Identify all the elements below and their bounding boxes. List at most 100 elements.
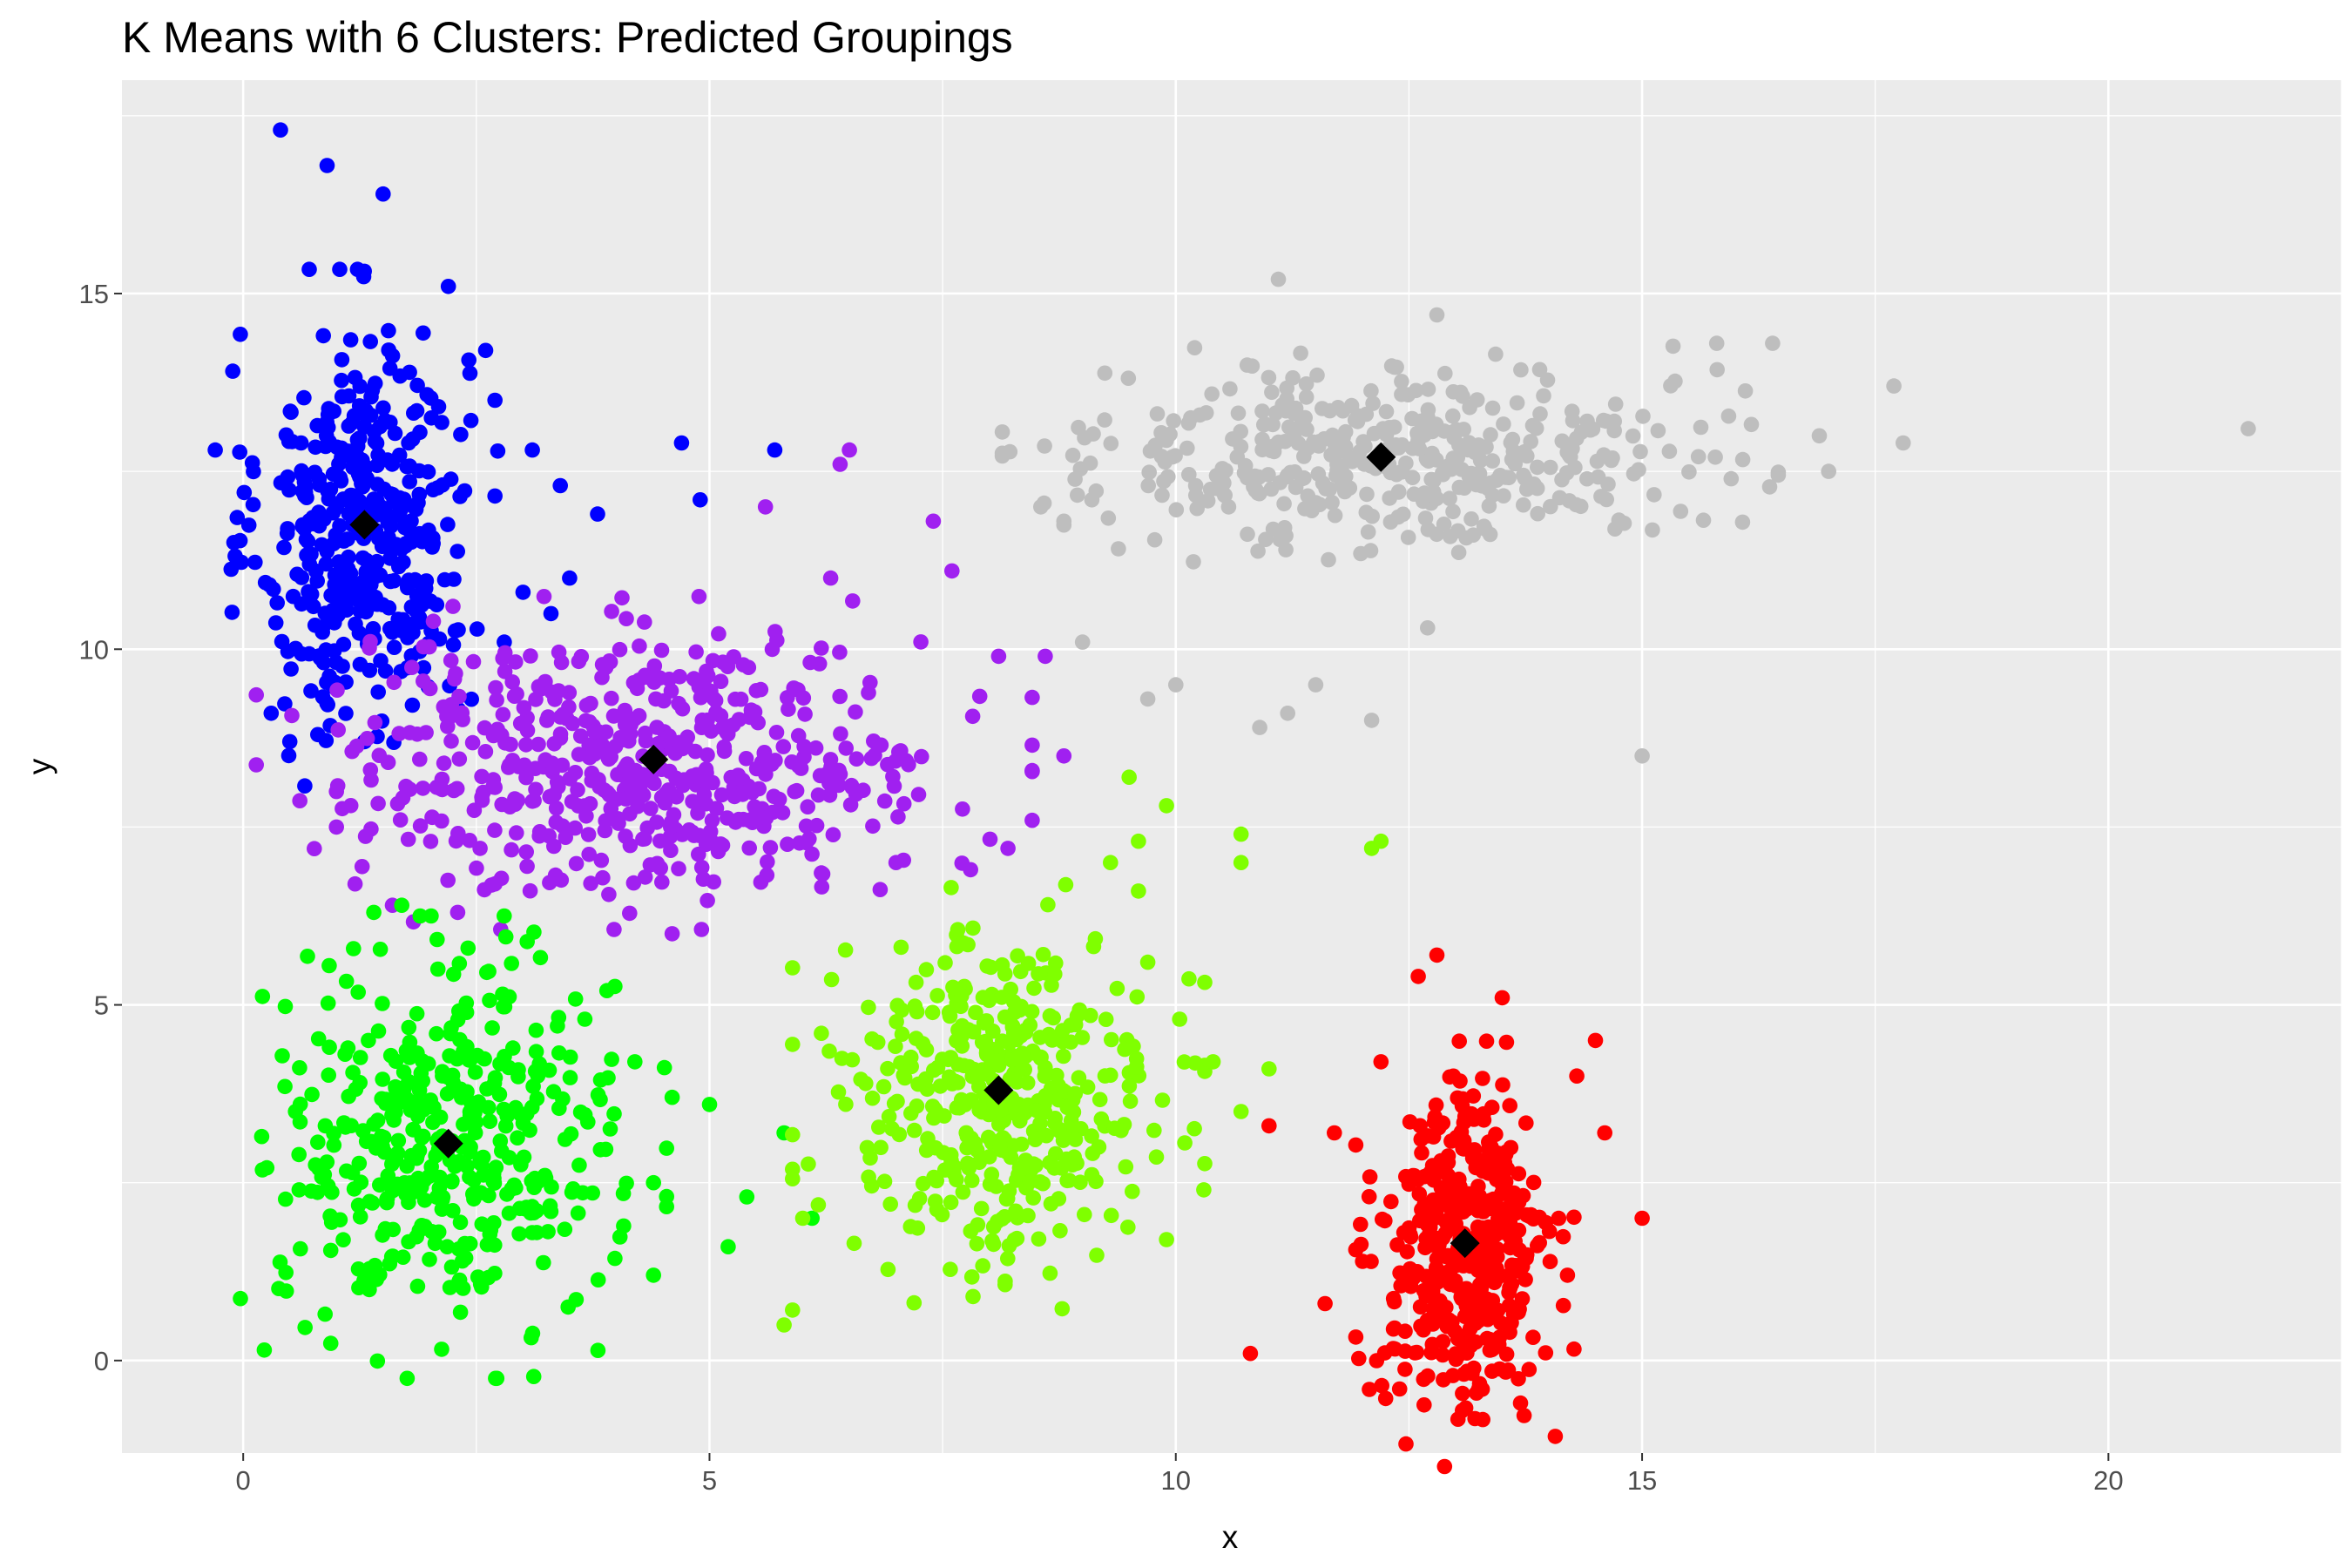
- data-point-cluster-4: [1051, 1121, 1067, 1138]
- data-point-cluster-4: [928, 1139, 943, 1156]
- data-point-cluster-2: [825, 827, 841, 842]
- data-point-cluster-1: [393, 501, 409, 517]
- data-point-cluster-2: [741, 840, 757, 856]
- data-point-cluster-3: [291, 1182, 308, 1198]
- data-point-cluster-4: [1373, 833, 1389, 849]
- data-point-cluster-3: [447, 1159, 463, 1174]
- data-point-cluster-5: [1436, 1458, 1453, 1475]
- data-point-cluster-6: [1625, 428, 1641, 444]
- data-point-cluster-1: [398, 536, 414, 551]
- data-point-cluster-5: [1348, 1137, 1364, 1153]
- data-point-cluster-2: [367, 714, 383, 731]
- data-point-cluster-4: [888, 1038, 903, 1054]
- data-point-cluster-3: [496, 1101, 512, 1118]
- data-point-cluster-2: [734, 787, 751, 802]
- data-point-cluster-3: [571, 1157, 587, 1173]
- data-point-cluster-6: [1204, 386, 1220, 402]
- data-point-cluster-2: [570, 782, 585, 798]
- data-point-cluster-5: [1470, 1313, 1487, 1328]
- data-point-cluster-2: [735, 657, 752, 672]
- data-point-cluster-6: [1181, 467, 1197, 483]
- data-point-cluster-1: [370, 447, 386, 463]
- data-point-cluster-4: [837, 942, 854, 958]
- data-point-cluster-5: [1442, 1069, 1458, 1085]
- data-point-cluster-5: [1569, 1068, 1585, 1084]
- data-point-cluster-2: [422, 639, 437, 655]
- data-point-cluster-1: [440, 279, 456, 294]
- data-point-cluster-2: [795, 690, 812, 706]
- data-point-cluster-4: [1058, 876, 1074, 893]
- data-point-cluster-2: [436, 700, 452, 715]
- data-point-cluster-2: [507, 791, 523, 807]
- data-point-cluster-4: [858, 1076, 874, 1092]
- data-point-cluster-2: [757, 499, 774, 515]
- data-point-cluster-5: [1351, 1350, 1367, 1367]
- data-point-cluster-2: [727, 691, 743, 707]
- data-point-cluster-6: [1266, 443, 1282, 460]
- data-point-cluster-2: [814, 640, 829, 656]
- data-point-cluster-1: [232, 444, 248, 460]
- data-point-cluster-6: [1513, 362, 1529, 378]
- data-point-cluster-2: [1024, 689, 1040, 706]
- data-point-cluster-2: [796, 749, 812, 765]
- data-point-cluster-1: [356, 419, 373, 435]
- data-point-cluster-3: [445, 1203, 461, 1219]
- data-point-cluster-4: [965, 920, 981, 936]
- data-point-cluster-6: [1037, 438, 1052, 454]
- data-point-cluster-4: [1031, 966, 1046, 982]
- data-point-cluster-1: [334, 352, 350, 368]
- data-point-cluster-2: [578, 808, 594, 824]
- data-point-cluster-2: [564, 794, 580, 809]
- data-point-cluster-2: [654, 874, 670, 890]
- data-point-cluster-5: [1555, 1297, 1571, 1314]
- data-point-cluster-2: [625, 875, 642, 891]
- data-point-cluster-3: [415, 1053, 430, 1069]
- data-point-cluster-4: [924, 1004, 941, 1021]
- data-point-cluster-6: [1645, 522, 1660, 538]
- data-point-cluster-3: [501, 1150, 517, 1166]
- data-point-cluster-5: [1436, 1372, 1451, 1388]
- data-point-cluster-3: [580, 1114, 596, 1130]
- data-point-cluster-5: [1404, 1272, 1420, 1288]
- data-point-cluster-2: [653, 789, 670, 806]
- data-point-cluster-3: [452, 1214, 469, 1230]
- data-point-cluster-3: [435, 1064, 450, 1079]
- data-point-cluster-1: [303, 546, 319, 563]
- data-point-cluster-2: [814, 865, 829, 881]
- data-point-cluster-3: [254, 989, 271, 1004]
- data-point-cluster-4: [859, 1139, 875, 1156]
- data-point-cluster-3: [326, 1125, 341, 1141]
- data-point-cluster-4: [1037, 1068, 1053, 1085]
- data-point-cluster-1: [225, 363, 241, 379]
- data-point-cluster-3: [382, 1047, 399, 1064]
- data-point-cluster-6: [1484, 453, 1501, 469]
- data-point-cluster-5: [1362, 1382, 1377, 1397]
- data-point-cluster-5: [1551, 1210, 1567, 1227]
- data-point-cluster-6: [1353, 545, 1369, 562]
- data-point-cluster-1: [382, 620, 398, 637]
- minor-gridlines: [122, 80, 2342, 1453]
- data-point-cluster-3: [429, 931, 445, 948]
- data-point-cluster-6: [1186, 554, 1201, 570]
- data-point-cluster-2: [362, 640, 377, 656]
- data-point-cluster-2: [720, 719, 736, 734]
- data-point-cluster-5: [1566, 1341, 1582, 1357]
- data-point-cluster-5: [1424, 1283, 1441, 1299]
- data-point-cluster-4: [1005, 1138, 1022, 1153]
- data-point-cluster-6: [1709, 362, 1725, 378]
- data-point-cluster-3: [526, 924, 542, 940]
- data-point-cluster-5: [1480, 1166, 1497, 1181]
- data-point-cluster-5: [1455, 1385, 1470, 1402]
- data-point-cluster-2: [685, 794, 700, 809]
- data-point-cluster-2: [674, 740, 691, 757]
- data-point-cluster-4: [943, 1194, 959, 1211]
- data-point-cluster-3: [529, 1091, 545, 1106]
- data-point-cluster-4: [1029, 1103, 1044, 1119]
- data-point-cluster-1: [297, 778, 313, 794]
- data-point-cluster-6: [1265, 521, 1281, 537]
- data-point-cluster-2: [573, 649, 590, 665]
- data-point-cluster-4: [1001, 1183, 1017, 1199]
- data-point-cluster-1: [358, 552, 375, 569]
- data-point-cluster-4: [1172, 1011, 1187, 1027]
- data-point-cluster-6: [1665, 338, 1681, 355]
